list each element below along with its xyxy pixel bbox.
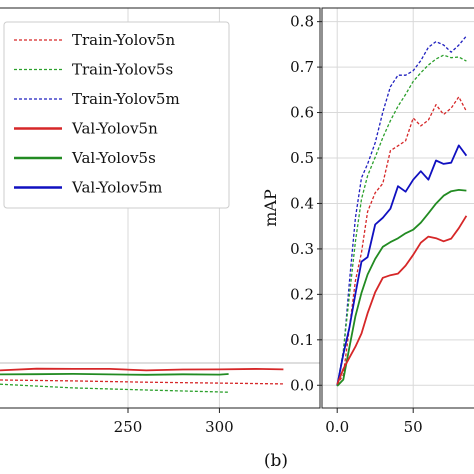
y-axis-title: mAP [261, 189, 280, 227]
y-tick-label: 0.6 [290, 104, 314, 122]
y-tick-label: 0.5 [290, 149, 314, 167]
plot-frame [0, 7, 321, 409]
x-tick-label: 300 [205, 418, 234, 436]
series-line-train-yolov5m [336, 35, 467, 386]
series-line-train-yolov5s [336, 54, 467, 386]
series-group [336, 35, 468, 387]
series-line-val-yolov5n [0, 367, 284, 372]
series-line-val-yolov5n [336, 215, 468, 385]
series-group [0, 367, 284, 393]
legend-box [3, 21, 230, 209]
x-tick-label: 250 [114, 418, 143, 436]
right-chart-panel: 0.0 50 0.0 0.1 0.2 0.3 0.4 0.5 0.6 0.7 0.8 mAP (b) [261, 7, 474, 471]
series-line-val-yolov5s [336, 189, 467, 387]
series-line-train-yolov5s [0, 383, 229, 393]
y-tick-label: 0.4 [290, 194, 314, 212]
legend-entry-label: Val-Yolov5s [71, 149, 156, 167]
y-tick-label: 0.1 [290, 331, 314, 349]
subfigure-label: (b) [264, 451, 288, 471]
y-tick-label: 0.8 [290, 13, 314, 31]
y-tick-label: 0.2 [290, 285, 314, 303]
y-tick-label: 0.7 [290, 58, 314, 76]
series-line-train-yolov5n [0, 379, 284, 385]
x-tick-label: 0.0 [325, 418, 349, 436]
series-line-val-yolov5m [336, 144, 468, 386]
legend: Train-Yolov5n Train-Yolov5s Train-Yolov5m V… [3, 21, 230, 209]
series-line-train-yolov5n [336, 96, 467, 385]
legend-entry-label: Val-Yolov5m [71, 179, 162, 197]
plot-frame [321, 7, 474, 409]
legend-entry-label: Train-Yolov5n [72, 31, 175, 49]
x-tick-label: 50 [404, 418, 423, 436]
legend-entry-label: Val-Yolov5n [71, 120, 158, 138]
y-tick-label: 0.0 [290, 376, 314, 394]
series-line-val-yolov5s [0, 373, 229, 376]
legend-entry-label: Train-Yolov5s [72, 61, 173, 79]
left-chart-panel: 250 300Train-Yolov5nTrain-Yolov5sTrain-Yo… [0, 7, 321, 436]
legend-entry-label: Train-Yolov5m [72, 90, 180, 108]
y-tick-label: 0.3 [290, 240, 314, 258]
